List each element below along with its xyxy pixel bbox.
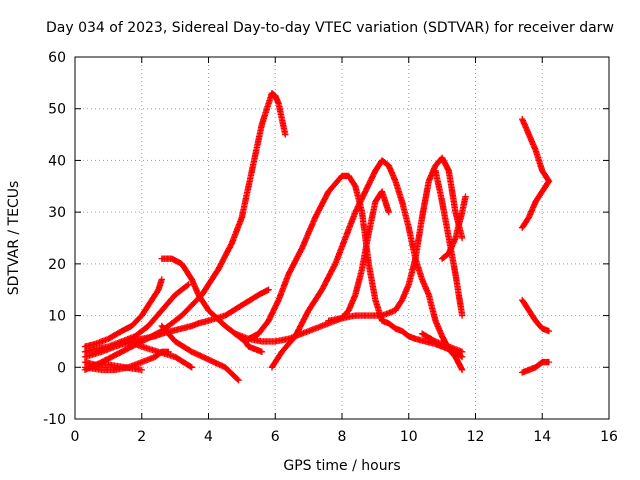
series-arc-19 bbox=[519, 296, 553, 335]
x-tick-label: 14 bbox=[533, 429, 551, 445]
series-markers bbox=[519, 296, 553, 335]
data-series bbox=[81, 90, 553, 384]
series-arc-4 bbox=[81, 286, 272, 361]
grid bbox=[75, 57, 609, 419]
x-tick-label: 2 bbox=[137, 429, 146, 445]
series-markers bbox=[245, 172, 466, 361]
series-arc-17 bbox=[519, 115, 553, 185]
axis-ticks: 0 2 4 6 8 10 12 14 16 -10 0 10 20 30 40 50 60 bbox=[43, 50, 618, 445]
series-markers bbox=[158, 322, 242, 384]
y-tick-label: 60 bbox=[48, 50, 66, 66]
y-tick-label: 0 bbox=[57, 360, 66, 376]
series-markers bbox=[418, 330, 466, 355]
series-arc-1 bbox=[81, 276, 165, 350]
series-markers bbox=[519, 177, 553, 231]
series-markers bbox=[432, 167, 466, 319]
series-markers bbox=[519, 358, 553, 376]
y-tick-label: 50 bbox=[48, 102, 66, 118]
series-arc-20 bbox=[519, 358, 553, 376]
series-arc-12 bbox=[268, 157, 466, 374]
series-markers bbox=[81, 276, 165, 350]
series-markers bbox=[125, 338, 195, 371]
series-arc-9 bbox=[158, 322, 242, 384]
x-tick-label: 10 bbox=[400, 429, 418, 445]
x-tick-label: 8 bbox=[338, 429, 347, 445]
y-tick-label: 30 bbox=[48, 205, 66, 221]
series-markers bbox=[81, 281, 192, 355]
x-tick-label: 12 bbox=[467, 429, 485, 445]
series-markers bbox=[268, 157, 466, 374]
series-arc-7 bbox=[125, 338, 195, 371]
x-axis-label: GPS time / hours bbox=[283, 458, 400, 474]
series-markers bbox=[519, 115, 553, 185]
y-tick-label: 40 bbox=[48, 153, 66, 169]
y-tick-label: -10 bbox=[43, 412, 66, 428]
series-arc-14 bbox=[418, 330, 466, 355]
series-arc-11 bbox=[245, 172, 466, 361]
x-tick-label: 4 bbox=[204, 429, 213, 445]
y-tick-label: 10 bbox=[48, 309, 66, 325]
series-arc-16 bbox=[432, 167, 466, 319]
series-markers bbox=[81, 286, 272, 361]
x-tick-label: 16 bbox=[600, 429, 618, 445]
x-tick-label: 0 bbox=[71, 429, 80, 445]
y-tick-label: 20 bbox=[48, 257, 66, 273]
series-markers bbox=[325, 154, 466, 324]
x-tick-label: 6 bbox=[271, 429, 280, 445]
series-arc-2 bbox=[81, 281, 192, 355]
series-arc-18 bbox=[519, 177, 553, 231]
y-axis-label: SDTVAR / TECUs bbox=[6, 181, 22, 296]
chart-title: Day 034 of 2023, Sidereal Day-to-day VTE… bbox=[46, 20, 614, 36]
series-arc-13 bbox=[325, 154, 466, 324]
